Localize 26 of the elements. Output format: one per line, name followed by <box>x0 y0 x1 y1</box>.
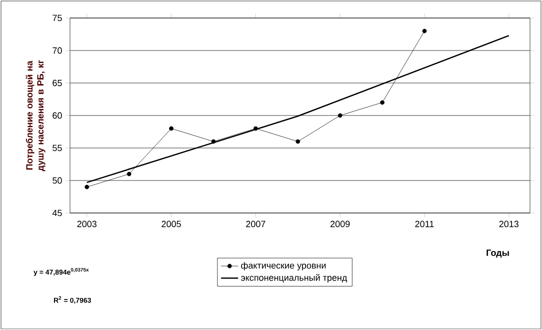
y-tick-label: 45 <box>52 210 62 216</box>
x-tick-label: 2005 <box>162 220 181 228</box>
point <box>126 172 132 176</box>
legend-label: фактические уровни <box>241 262 326 270</box>
point <box>253 126 258 131</box>
x-tick-label: 2007 <box>246 220 266 228</box>
point <box>169 126 174 131</box>
y-tick-label: 50 <box>52 177 62 184</box>
legend-label: экспоненциальный тренд <box>241 274 348 283</box>
point <box>211 139 216 144</box>
y-tick-label: 75 <box>52 14 62 22</box>
point <box>422 28 427 34</box>
x-tick-label: 2003 <box>77 220 96 228</box>
y-tick-label: 65 <box>52 80 62 86</box>
y-tick-label: 70 <box>52 47 62 54</box>
x-tick-label: 2009 <box>330 220 350 228</box>
point <box>84 184 90 190</box>
x-tick-label: 2011 <box>415 220 434 228</box>
point <box>338 113 342 118</box>
point <box>296 139 300 144</box>
point <box>380 100 384 105</box>
y-tick-label: 55 <box>52 144 62 152</box>
y-tick-label: 60 <box>52 112 62 119</box>
y-axis-title: Потребление овощей на душу населения в РБ, кг <box>26 60 46 172</box>
x-axis-title: Годы <box>486 250 509 258</box>
x-tick-label: 2013 <box>499 220 518 228</box>
